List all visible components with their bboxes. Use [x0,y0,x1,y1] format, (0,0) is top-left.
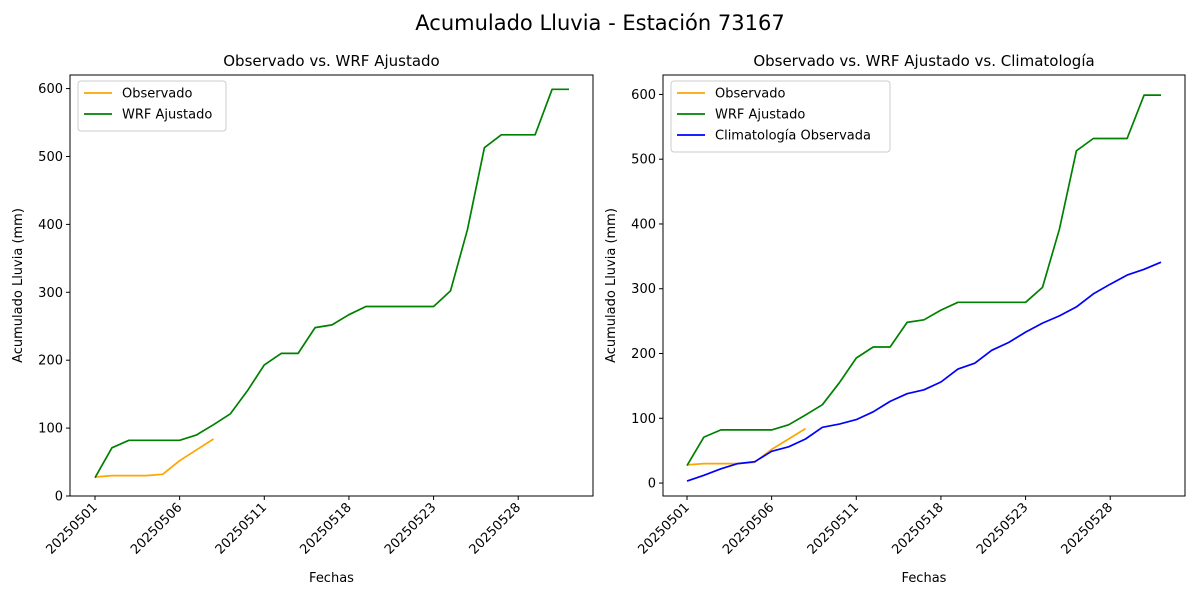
y-axis-label: Acumulado Lluvia (mm) [604,208,619,363]
axes-frame [662,74,1186,497]
x-tick-label: 20250506 [128,500,185,557]
x-tick-label: 20250518 [889,500,946,557]
y-tick-label: 600 [38,82,63,97]
chart-title: Observado vs. WRF Ajustado vs. Climatolo… [753,52,1094,70]
legend-label: WRF Ajustado [122,108,212,123]
legend-label: Observado [715,87,786,102]
y-tick-label: 0 [55,490,63,505]
chart-title: Observado vs. WRF Ajustado [223,52,439,70]
x-tick-label: 20250528 [467,500,524,557]
y-tick-label: 100 [38,422,63,437]
x-tick-label: 20250506 [720,500,777,557]
x-tick-label: 20250523 [382,500,439,557]
series-line-0 [94,438,214,478]
legend: Observado WRF Ajustado Climatología Observ… [670,80,891,153]
legend-label: Climatología Observada [715,129,871,144]
y-tick-label: 600 [631,88,656,103]
series-line-2 [686,261,1162,482]
y-tick-label: 300 [631,282,656,297]
y-tick-label: 400 [631,217,656,232]
y-tick-label: 400 [38,218,63,233]
x-tick-label: 20250501 [43,500,100,557]
y-axis-label: Acumulado Lluvia (mm) [11,208,26,363]
legend-label: Observado [122,87,193,102]
series-line-1 [686,94,1161,467]
x-tick-label: 20250501 [635,500,692,557]
y-tick-label: 0 [648,477,656,492]
x-axis-label: Fechas [309,571,354,586]
chart-panel-right: Observado vs. WRF Ajustado vs. Climatolo… [604,52,1186,586]
y-tick-label: 200 [631,347,656,362]
y-tick-label: 500 [38,150,63,165]
y-tick-label: 200 [38,354,63,369]
figure-suptitle: Acumulado Lluvia - Estación 73167 [415,11,784,35]
legend-box [670,80,891,153]
x-tick-label: 20250523 [974,500,1031,557]
legend: Observado WRF Ajustado [77,80,227,132]
legend-box [77,80,227,132]
axes-frame [69,74,594,497]
series-line-1 [94,88,569,479]
y-tick-label: 300 [38,286,63,301]
x-tick-label: 20250511 [805,500,862,557]
x-axis-label: Fechas [902,571,947,586]
x-tick-label: 20250528 [1059,500,1116,557]
y-tick-label: 500 [631,153,656,168]
chart-panel-left: Observado vs. WRF Ajustado 0 100 200 300 400 5… [11,52,594,586]
legend-label: WRF Ajustado [715,108,805,123]
x-tick-label: 20250511 [213,500,270,557]
x-tick-label: 20250518 [297,500,354,557]
y-tick-label: 100 [631,412,656,427]
